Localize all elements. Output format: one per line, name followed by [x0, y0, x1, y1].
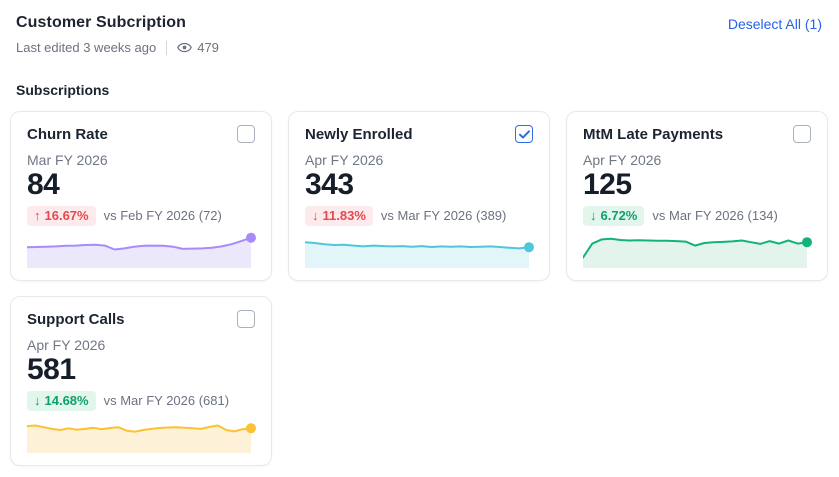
- delta-badge: ↑ 16.67%: [27, 205, 96, 227]
- card-period: Mar FY 2026: [27, 152, 108, 168]
- card-title: Churn Rate: [27, 125, 108, 143]
- delta-arrow-icon: ↓: [590, 207, 597, 223]
- delta-badge: ↓ 6.72%: [583, 205, 645, 227]
- sparkline-chart: [583, 228, 812, 268]
- card-checkbox[interactable]: [793, 125, 811, 143]
- delta-arrow-icon: ↓: [34, 392, 41, 408]
- card-title: Support Calls: [27, 310, 125, 328]
- comparison-label: vs Feb FY 2026 (72): [103, 208, 222, 224]
- sparkline-chart: [27, 228, 256, 268]
- cards-grid: Churn Rate Mar FY 2026 84 ↑ 16.67% vs Fe…: [10, 111, 828, 466]
- card-header: MtM Late Payments: [583, 125, 811, 143]
- comparison-label: vs Mar FY 2026 (134): [652, 208, 778, 224]
- delta-row: ↑ 16.67% vs Feb FY 2026 (72): [27, 205, 255, 227]
- metric-card[interactable]: Newly Enrolled Apr FY 2026 343 ↓ 11.83% …: [288, 111, 550, 281]
- card-value: 343: [305, 168, 354, 201]
- delta-percent: 11.83%: [322, 207, 366, 223]
- views-counter: 479: [177, 40, 219, 55]
- card-value: 581: [27, 353, 76, 386]
- card-value: 125: [583, 168, 632, 201]
- metric-card[interactable]: MtM Late Payments Apr FY 2026 125 ↓ 6.72…: [566, 111, 828, 281]
- delta-row: ↓ 6.72% vs Mar FY 2026 (134): [583, 205, 811, 227]
- card-value: 84: [27, 168, 60, 201]
- meta-divider: [166, 40, 168, 55]
- card-header: Churn Rate: [27, 125, 255, 143]
- page-header: Customer Subcription Last edited 3 weeks…: [10, 12, 828, 55]
- card-period: Apr FY 2026: [27, 337, 106, 353]
- sparkline-chart: [27, 413, 256, 453]
- sparkline-svg: [583, 237, 812, 268]
- deselect-all-link[interactable]: Deselect All (1): [727, 16, 822, 32]
- card-checkbox[interactable]: [237, 310, 255, 328]
- metric-card[interactable]: Support Calls Apr FY 2026 581 ↓ 14.68% v…: [10, 296, 272, 466]
- card-title: MtM Late Payments: [583, 125, 724, 143]
- comparison-label: vs Mar FY 2026 (681): [103, 393, 230, 409]
- card-header: Newly Enrolled: [305, 125, 533, 143]
- delta-row: ↓ 14.68% vs Mar FY 2026 (681): [27, 390, 255, 412]
- sparkline-chart: [305, 228, 534, 268]
- sparkline-svg: [27, 232, 256, 268]
- card-checkbox[interactable]: [237, 125, 255, 143]
- card-title: Newly Enrolled: [305, 125, 413, 143]
- dashboard-page: Customer Subcription Last edited 3 weeks…: [10, 12, 828, 466]
- page-title: Customer Subcription: [16, 14, 187, 31]
- delta-badge: ↓ 14.68%: [27, 390, 96, 412]
- header-left: Customer Subcription Last edited 3 weeks…: [16, 14, 219, 55]
- eye-icon: [177, 40, 193, 55]
- checkmark-icon: [518, 129, 530, 139]
- last-edited-label: Last edited 3 weeks ago: [16, 40, 157, 55]
- delta-badge: ↓ 11.83%: [305, 205, 373, 227]
- delta-arrow-icon: ↓: [312, 207, 319, 223]
- card-header: Support Calls: [27, 310, 255, 328]
- delta-arrow-icon: ↑: [34, 207, 41, 223]
- delta-row: ↓ 11.83% vs Mar FY 2026 (389): [305, 205, 533, 227]
- metric-card[interactable]: Churn Rate Mar FY 2026 84 ↑ 16.67% vs Fe…: [10, 111, 272, 281]
- section-title: Subscriptions: [16, 82, 110, 98]
- page-meta: Last edited 3 weeks ago 479: [16, 40, 219, 55]
- sparkline-svg: [305, 241, 534, 268]
- sparkline-svg: [27, 423, 256, 453]
- card-checkbox[interactable]: [515, 125, 533, 143]
- card-period: Apr FY 2026: [305, 152, 384, 168]
- delta-percent: 14.68%: [44, 392, 89, 408]
- views-count: 479: [197, 40, 219, 55]
- comparison-label: vs Mar FY 2026 (389): [380, 208, 507, 224]
- card-period: Apr FY 2026: [583, 152, 662, 168]
- delta-percent: 16.67%: [44, 207, 89, 223]
- delta-percent: 6.72%: [600, 207, 638, 223]
